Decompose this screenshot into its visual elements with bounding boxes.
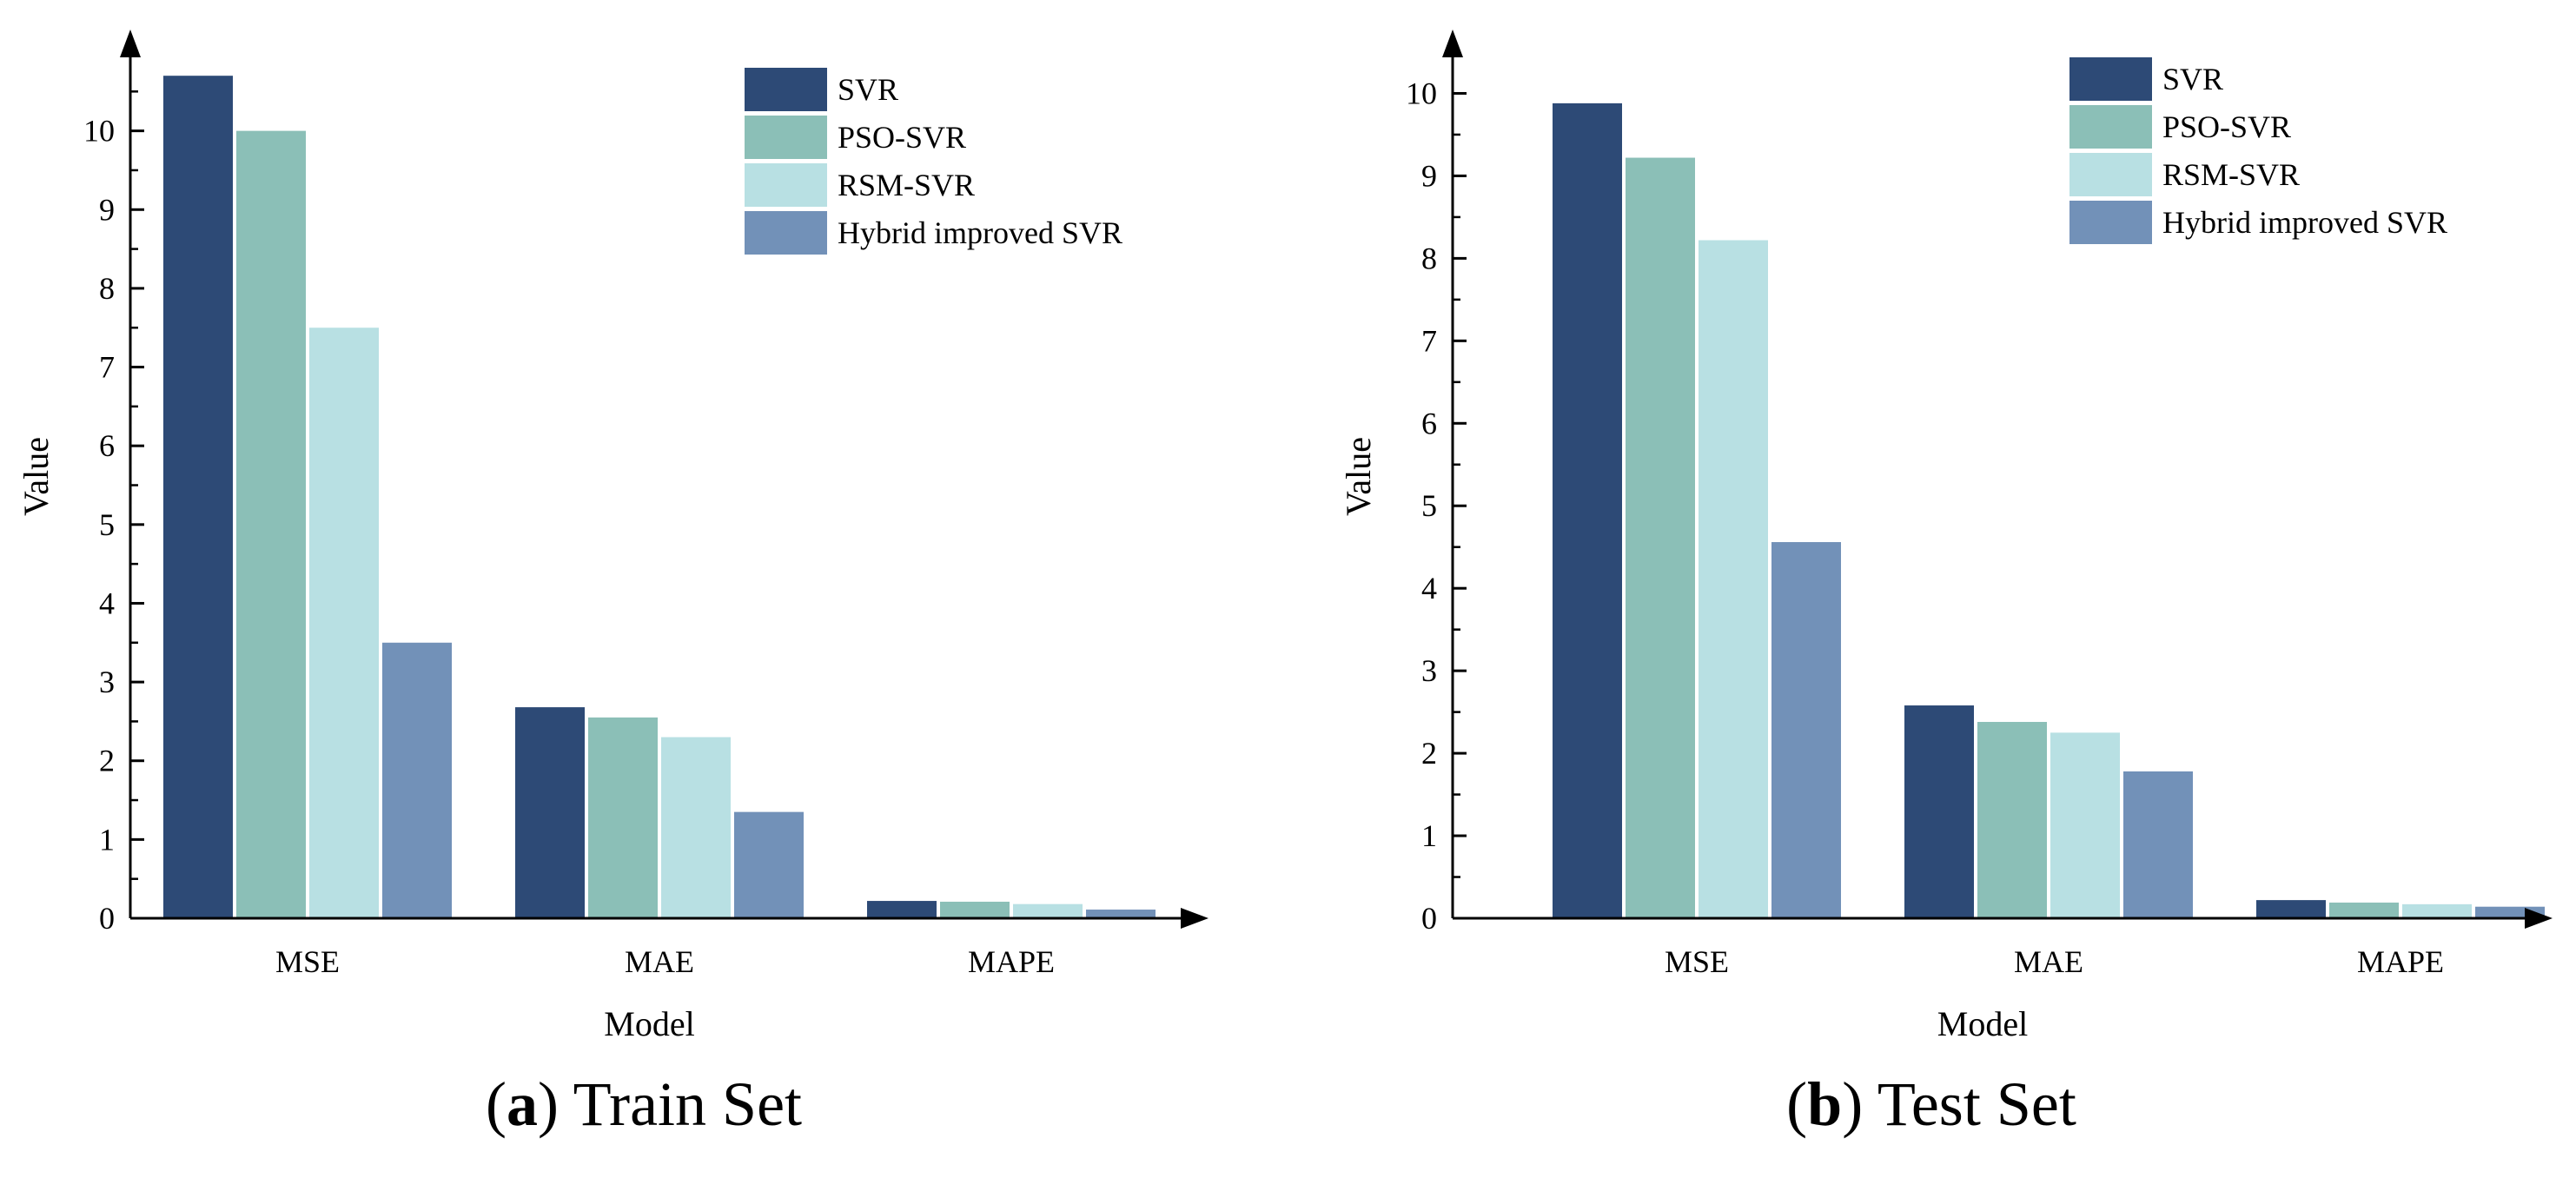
legend-swatch xyxy=(2069,57,2152,101)
y-tick-label: 9 xyxy=(99,192,115,227)
legend-swatch xyxy=(745,68,827,111)
caption-title: Train Set xyxy=(573,1069,803,1139)
legend-label: Hybrid improved SVR xyxy=(2162,205,2447,240)
y-tick-label: 6 xyxy=(1421,406,1437,440)
bar-mae-hybrid-improved-svr xyxy=(734,811,804,918)
y-tick-label: 3 xyxy=(1421,653,1437,688)
chart-svg-train: MSE MAE MAPE 0 1 2 3 4 5 6 7 8 9 10 Value Model SVR PSO-S… xyxy=(17,30,1209,1043)
bar-mse-hybrid-improved-svr xyxy=(382,642,452,918)
bar-mse-rsm-svr xyxy=(1699,240,1768,918)
legend-swatch xyxy=(745,163,827,207)
bar-mse-svr xyxy=(1553,103,1622,918)
bar-mse-hybrid-improved-svr xyxy=(1771,542,1841,918)
legend-swatch xyxy=(745,211,827,255)
legend-swatch xyxy=(745,116,827,159)
x-axis-arrow xyxy=(2525,908,2553,929)
y-tick-label: 2 xyxy=(99,744,115,778)
bar-mse-pso-svr xyxy=(236,130,306,919)
x-tick-label: MAPE xyxy=(968,944,1055,979)
bar-mape-pso-svr xyxy=(2329,902,2399,918)
x-tick-label: MAPE xyxy=(2357,944,2444,979)
bar-mae-rsm-svr xyxy=(2050,732,2120,918)
legend-swatch xyxy=(2069,153,2152,196)
y-tick-label: 0 xyxy=(99,901,115,936)
bar-mae-rsm-svr xyxy=(661,737,731,918)
bar-mae-pso-svr xyxy=(1977,722,2047,918)
y-tick-label: 7 xyxy=(1421,323,1437,358)
y-axis-arrow xyxy=(120,30,141,57)
legend-label: SVR xyxy=(2162,62,2223,96)
y-tick-label: 5 xyxy=(1421,488,1437,523)
y-tick-label: 10 xyxy=(83,114,115,149)
y-tick-label: 8 xyxy=(99,271,115,306)
chart-caption-test: (b) Test Set xyxy=(1786,1069,2076,1139)
y-tick-label: 9 xyxy=(1421,158,1437,193)
y-axis-title: Value xyxy=(1339,437,1378,516)
caption-title: Test Set xyxy=(1877,1069,2076,1139)
chart-panel-test: MSE MAE MAPE 0 1 2 3 4 5 6 7 8 9 10 Value Model SVR PSO-S… xyxy=(1288,0,2575,1178)
x-tick-label: MAE xyxy=(625,944,694,979)
y-tick-label: 1 xyxy=(1421,818,1437,853)
legend-swatch xyxy=(2069,201,2152,244)
legend-label: PSO-SVR xyxy=(2162,109,2291,144)
x-axis-title: Model xyxy=(604,1004,694,1043)
x-axis-title: Model xyxy=(1937,1004,2028,1043)
x-tick-label: MAE xyxy=(2014,944,2083,979)
bar-mse-pso-svr xyxy=(1626,157,1695,918)
caption-letter: b xyxy=(1807,1069,1843,1139)
y-tick-label: 8 xyxy=(1421,241,1437,275)
y-tick-label: 3 xyxy=(99,665,115,699)
bar-mae-svr xyxy=(1904,705,1974,918)
y-tick-label: 7 xyxy=(99,350,115,385)
bar-mape-svr xyxy=(867,901,937,918)
bar-mse-svr xyxy=(163,76,233,918)
bar-mae-hybrid-improved-svr xyxy=(2123,771,2193,918)
chart-caption-train: (a) Train Set xyxy=(485,1069,803,1139)
legend-label: RSM-SVR xyxy=(838,168,975,202)
bar-mae-svr xyxy=(515,707,585,918)
y-tick-label: 4 xyxy=(1421,571,1437,606)
bar-mape-svr xyxy=(2256,900,2326,918)
y-tick-label: 5 xyxy=(99,507,115,542)
x-axis-arrow xyxy=(1181,908,1209,929)
legend-label: PSO-SVR xyxy=(838,120,966,155)
legend-swatch xyxy=(2069,105,2152,149)
y-tick-label: 10 xyxy=(1406,76,1437,110)
chart-svg-test: MSE MAE MAPE 0 1 2 3 4 5 6 7 8 9 10 Value Model SVR PSO-S… xyxy=(1339,30,2553,1043)
chart-panel-train: MSE MAE MAPE 0 1 2 3 4 5 6 7 8 9 10 Value Model SVR PSO-S… xyxy=(17,30,1209,1139)
bar-mape-rsm-svr xyxy=(2402,903,2472,918)
legend-label: RSM-SVR xyxy=(2162,157,2300,192)
y-tick-label: 6 xyxy=(99,428,115,463)
bar-mape-pso-svr xyxy=(940,901,1010,918)
y-tick-label: 2 xyxy=(1421,736,1437,771)
bar-mape-rsm-svr xyxy=(1013,903,1083,918)
x-tick-label: MSE xyxy=(275,944,340,979)
y-axis-title: Value xyxy=(17,437,56,516)
caption-letter: a xyxy=(506,1069,538,1139)
y-tick-label: 4 xyxy=(99,586,115,620)
y-tick-label: 1 xyxy=(99,822,115,857)
legend-label: Hybrid improved SVR xyxy=(838,215,1122,250)
legend-label: SVR xyxy=(838,72,898,107)
bar-mae-pso-svr xyxy=(588,717,658,918)
bar-mse-rsm-svr xyxy=(309,328,379,918)
y-axis-arrow xyxy=(1442,30,1463,57)
y-tick-label: 0 xyxy=(1421,901,1437,936)
x-tick-label: MSE xyxy=(1665,944,1729,979)
bar-mape-hybrid-improved-svr xyxy=(1086,910,1156,918)
